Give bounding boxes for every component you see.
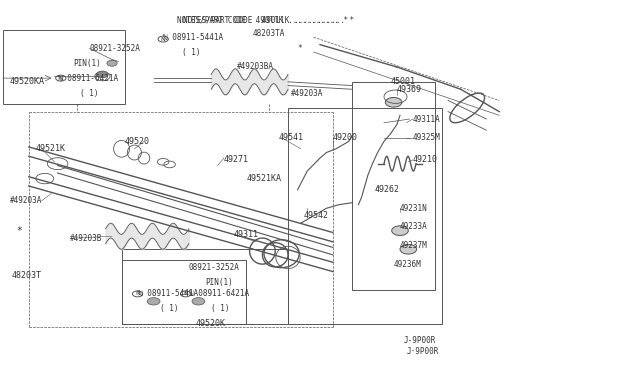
Text: 49271: 49271 [224,155,249,164]
Text: 49237M: 49237M [400,241,428,250]
Text: 49236M: 49236M [394,260,421,269]
Text: ℕ 08911-6421A: ℕ 08911-6421A [58,74,118,83]
Text: *: * [298,44,302,53]
Circle shape [97,71,108,78]
Text: 49200: 49200 [333,133,358,142]
Text: #49203A: #49203A [291,89,324,97]
Text: #49203BA: #49203BA [237,62,274,71]
Text: 49520KA: 49520KA [10,77,45,86]
Text: J-9P00R: J-9P00R [403,336,436,345]
Text: *: * [16,226,22,235]
Text: 08921-3252A: 08921-3252A [90,44,140,53]
Text: N: N [58,76,63,81]
Text: 49311: 49311 [234,230,259,239]
Text: ℕ 08911-5441A: ℕ 08911-5441A [163,33,223,42]
Text: PIN(1): PIN(1) [205,278,232,287]
Text: 48203TA: 48203TA [253,29,285,38]
Text: N: N [135,291,140,296]
Text: J·9P00R: J·9P00R [406,347,439,356]
Text: 49521KA: 49521KA [246,174,282,183]
Text: NOTES/PART CODE  490llK ........... *: NOTES/PART CODE 490llK ........... * [177,16,348,25]
Text: ( 1): ( 1) [160,304,179,313]
Text: #49203B: #49203B [70,234,103,243]
Text: 49542: 49542 [304,211,329,220]
Text: ℕ 08911-5441A: ℕ 08911-5441A [138,289,198,298]
Text: PIN(1): PIN(1) [74,59,101,68]
Text: 08921-3252A: 08921-3252A [189,263,239,272]
Circle shape [385,97,402,107]
Circle shape [400,244,417,254]
Text: N: N [161,36,166,42]
Circle shape [56,75,66,81]
Text: ℕ 08911-6421A: ℕ 08911-6421A [189,289,249,298]
Circle shape [192,298,205,305]
Text: 49521K: 49521K [35,144,65,153]
Text: 49262: 49262 [374,185,399,194]
Text: ( 1): ( 1) [80,89,99,97]
Text: 49233A: 49233A [400,222,428,231]
Circle shape [392,226,408,235]
Text: 48203T: 48203T [12,271,42,280]
Circle shape [147,298,160,305]
Text: 49325M: 49325M [413,133,440,142]
Text: #49203A: #49203A [10,196,42,205]
Text: ( 1): ( 1) [182,48,201,57]
Circle shape [132,291,143,297]
Text: 49520K: 49520K [195,319,225,328]
Text: 49541: 49541 [278,133,303,142]
Circle shape [107,60,117,66]
Text: 49311A: 49311A [413,115,440,124]
Text: NOTES/PART CODE  490llK ........... *: NOTES/PART CODE 490llK ........... * [183,16,355,25]
Circle shape [180,291,191,297]
Text: 45001: 45001 [390,77,415,86]
Text: N: N [183,291,188,296]
Circle shape [158,36,168,42]
Text: ( 1): ( 1) [211,304,230,313]
Text: 49210: 49210 [413,155,438,164]
Text: 49369: 49369 [397,85,422,94]
Text: 49520: 49520 [125,137,150,146]
Text: 49231N: 49231N [400,204,428,213]
